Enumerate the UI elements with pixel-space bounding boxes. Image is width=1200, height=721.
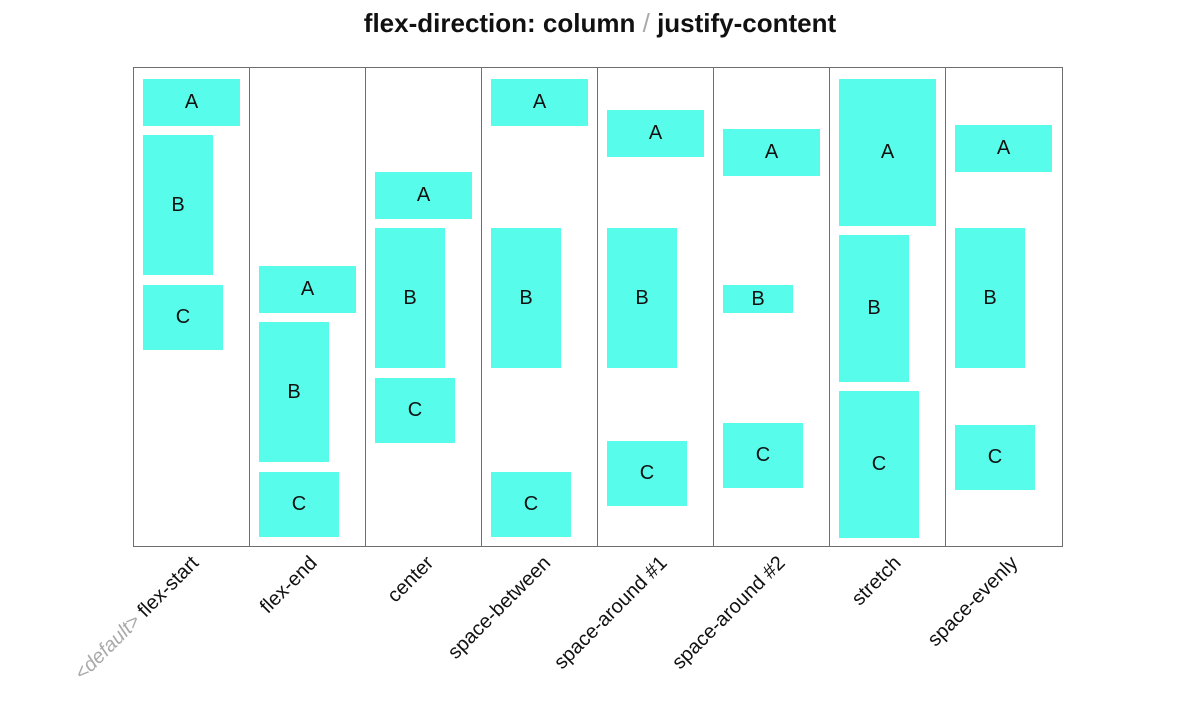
default-marker: <default> [70, 610, 146, 685]
diagram-title: flex-direction: column / justify-content [0, 8, 1200, 39]
panel-label-space-around-2: space-around #2 [668, 552, 790, 674]
flex-item-c: C [839, 391, 919, 538]
flex-item-c: C [723, 423, 803, 488]
panel-space-around-1: A B C [597, 67, 714, 547]
panel-label-text: space-around #2 [667, 552, 790, 674]
flex-item-b: B [839, 235, 909, 382]
flex-item-a: A [955, 125, 1052, 172]
flex-item-a: A [491, 79, 588, 126]
panel-label-text: space-around #1 [549, 552, 672, 674]
flex-item-a: A [723, 129, 820, 176]
panel-label-space-between: space-between [444, 552, 556, 664]
title-separator: / [642, 8, 650, 38]
flex-item-b: B [723, 285, 793, 313]
panel-space-between: A B C [481, 67, 598, 547]
title-flex-direction: flex-direction: column [363, 8, 636, 38]
panel-label-text: flex-end [255, 552, 322, 618]
panel-label-space-evenly: space-evenly [924, 552, 1024, 652]
panel-space-around-2: A B C [713, 67, 830, 547]
flex-item-b: B [607, 228, 677, 368]
panel-label-text: stretch [847, 552, 906, 611]
flex-item-a: A [143, 79, 240, 126]
panel-label-text: space-between [443, 552, 556, 664]
flex-item-c: C [143, 285, 223, 350]
flex-item-a: A [375, 172, 472, 219]
panel-label-stretch: stretch [848, 552, 907, 611]
panel-label-text: flex-start [133, 552, 204, 622]
panel-label-flex-end: flex-end [256, 552, 323, 619]
flex-item-a: A [607, 110, 704, 157]
panel-label-text: space-evenly [923, 552, 1023, 651]
flex-item-a: A [259, 266, 356, 313]
flex-item-b: B [491, 228, 561, 368]
flex-item-b: B [375, 228, 445, 368]
panel-label-space-around-1: space-around #1 [550, 552, 672, 674]
flex-item-c: C [375, 378, 455, 443]
flex-item-a: A [839, 79, 936, 226]
panel-label-center: center [383, 552, 439, 608]
flex-item-c: C [955, 425, 1035, 490]
flex-item-b: B [143, 135, 213, 275]
title-justify-content: justify-content [657, 8, 837, 38]
flex-item-b: B [259, 322, 329, 462]
flex-item-b: B [955, 228, 1025, 368]
flex-item-c: C [491, 472, 571, 537]
flex-item-c: C [607, 441, 687, 506]
panel-label-text: center [383, 552, 439, 607]
panel-label-flex-start: <default> flex-start [71, 552, 204, 685]
flex-item-c: C [259, 472, 339, 537]
